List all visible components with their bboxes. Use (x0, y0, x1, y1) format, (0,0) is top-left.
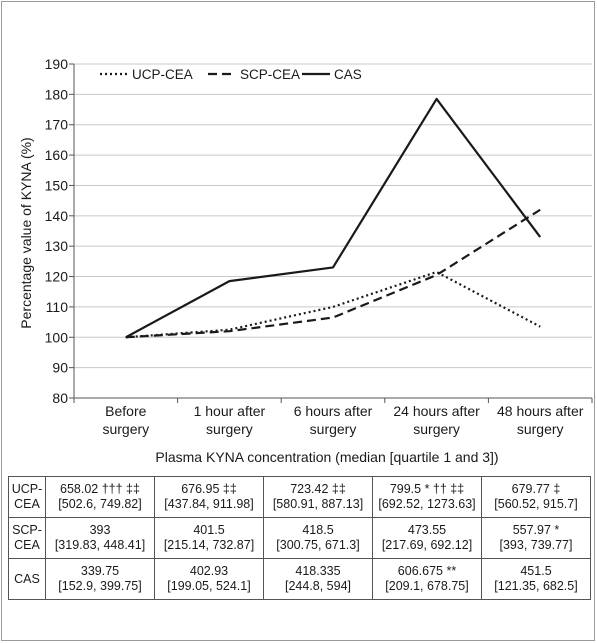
table-cell: 393 [319.83, 448.41] (45, 517, 155, 559)
table-cell: 402.93 [199.05, 524.1] (154, 558, 264, 600)
legend-label: UCP-CEA (132, 67, 193, 82)
cell-quartiles: [437.84, 911.98] (164, 497, 254, 511)
table-cell: 401.5 [215.14, 732.87] (154, 517, 264, 559)
table-row: SCP- CEA 393 [319.83, 448.41] 401.5 [215.14, … (8, 517, 591, 559)
cell-median: 658.02 ††† ‡‡ (60, 482, 140, 496)
cell-quartiles: [319.83, 448.41] (54, 538, 146, 552)
row-label: UCP- CEA (8, 476, 46, 518)
y-tick-label: 140 (45, 208, 69, 224)
y-tick-label: 80 (52, 390, 68, 406)
table-cell: 679.77 ‡ [560.52, 915.7] (481, 476, 591, 518)
y-axis-title: Percentage value of KYNA (%) (18, 137, 34, 328)
table-cell: 557.97 * [393, 739.77] (481, 517, 591, 559)
cell-median: 451.5 (520, 564, 552, 578)
row-label-line: CAS (14, 571, 40, 586)
cell-median: 606.675 ** (397, 564, 457, 578)
legend-label: CAS (334, 67, 362, 82)
cell-median: 418.335 (295, 564, 341, 578)
cell-median: 679.77 ‡ (511, 482, 561, 496)
y-tick-label: 120 (45, 269, 69, 285)
y-tick-label: 110 (46, 299, 69, 315)
cell-quartiles: [152.9, 399.75] (58, 579, 142, 593)
y-tick-label: 150 (45, 177, 69, 193)
table-cell: 473.55 [217.69, 692.12] (372, 517, 482, 559)
x-category-label: surgery (413, 421, 460, 437)
row-label-line: UCP- (11, 482, 43, 496)
x-category-label: surgery (517, 421, 564, 437)
x-category-label: Before (105, 403, 146, 419)
table-row: CAS 339.75 [152.9, 399.75] 402.93 [199.05, 5… (8, 558, 591, 600)
concentration-table: UCP- CEA 658.02 ††† ‡‡ [502.6, 749.82] 676.9… (8, 476, 591, 600)
cell-median: 401.5 (193, 523, 225, 537)
x-category-label: surgery (206, 421, 253, 437)
row-label: SCP- CEA (8, 517, 46, 559)
x-category-label: surgery (102, 421, 149, 437)
cell-quartiles: [300.75, 671.3] (276, 538, 360, 552)
y-axis-ticks: 80 90 100 110 120 130 140 150 160 170 180 190 (45, 56, 74, 406)
cell-median: 799.5 * †† ‡‡ (389, 482, 465, 496)
x-category-label: 6 hours after (294, 403, 373, 419)
x-category-label: 1 hour after (194, 403, 266, 419)
table-row: UCP- CEA 658.02 ††† ‡‡ [502.6, 749.82] 676.9… (8, 476, 591, 518)
cell-median: 723.42 ‡‡ (290, 482, 346, 496)
cell-quartiles: [217.69, 692.12] (381, 538, 473, 552)
series-lines (125, 97, 542, 339)
y-tick-label: 160 (45, 147, 69, 163)
legend: UCP-CEA SCP-CEA CAS (100, 67, 362, 82)
cell-median: 339.75 (80, 564, 120, 578)
table-cell: 799.5 * †† ‡‡ [692.52, 1273.63] (372, 476, 482, 518)
series-line-scp-cea (125, 208, 541, 339)
table-cell: 451.5 [121.35, 682.5] (481, 558, 591, 600)
row-label-line: CEA (14, 538, 40, 552)
x-category-label: 24 hours after (393, 403, 480, 419)
y-tick-label: 100 (45, 329, 69, 345)
y-tick-label: 130 (45, 238, 69, 254)
legend-label: SCP-CEA (240, 67, 300, 82)
x-category-label: surgery (310, 421, 357, 437)
cell-median: 402.93 (189, 564, 229, 578)
cell-quartiles: [244.8, 594] (284, 579, 352, 593)
cell-quartiles: [692.52, 1273.63] (378, 497, 476, 511)
table-cell: 676.95 ‡‡ [437.84, 911.98] (154, 476, 264, 518)
table-cell: 658.02 ††† ‡‡ [502.6, 749.82] (45, 476, 155, 518)
row-label: CAS (8, 558, 46, 600)
table-cell: 418.335 [244.8, 594] (263, 558, 373, 600)
table-cell: 339.75 [152.9, 399.75] (45, 558, 155, 600)
cell-median: 418.5 (302, 523, 334, 537)
x-axis-category-labels: Before surgery 1 hour after surgery 6 hours … (73, 398, 593, 437)
cell-quartiles: [393, 739.77] (499, 538, 573, 552)
table-cell: 418.5 [300.75, 671.3] (263, 517, 373, 559)
cell-quartiles: [209.1, 678.75] (385, 579, 469, 593)
cell-quartiles: [199.05, 524.1] (167, 579, 251, 593)
cell-median: 473.55 (407, 523, 447, 537)
cell-quartiles: [502.6, 749.82] (58, 497, 142, 511)
cell-quartiles: [215.14, 732.87] (163, 538, 255, 552)
y-tick-label: 170 (45, 117, 69, 133)
y-tick-label: 180 (45, 86, 69, 102)
table-cell: 606.675 ** [209.1, 678.75] (372, 558, 482, 600)
row-label-line: SCP- (12, 523, 42, 537)
cell-quartiles: [560.52, 915.7] (494, 497, 578, 511)
series-line-cas (125, 97, 542, 339)
x-category-label: 48 hours after (497, 403, 584, 419)
table-cell: 723.42 ‡‡ [580.91, 887.13] (263, 476, 373, 518)
y-tick-label: 90 (52, 360, 68, 376)
x-axis-title: Plasma KYNA concentration (median [quart… (155, 449, 498, 465)
line-chart: 80 90 100 110 120 130 140 150 160 170 180 190 Befor… (18, 56, 593, 465)
cell-quartiles: [580.91, 887.13] (272, 497, 364, 511)
y-tick-label: 190 (45, 56, 69, 72)
grid-lines (74, 63, 592, 369)
cell-quartiles: [121.35, 682.5] (494, 579, 578, 593)
row-label-line: CEA (14, 497, 40, 511)
cell-median: 557.97 * (512, 523, 560, 537)
cell-median: 393 (89, 523, 111, 537)
cell-median: 676.95 ‡‡ (181, 482, 237, 496)
